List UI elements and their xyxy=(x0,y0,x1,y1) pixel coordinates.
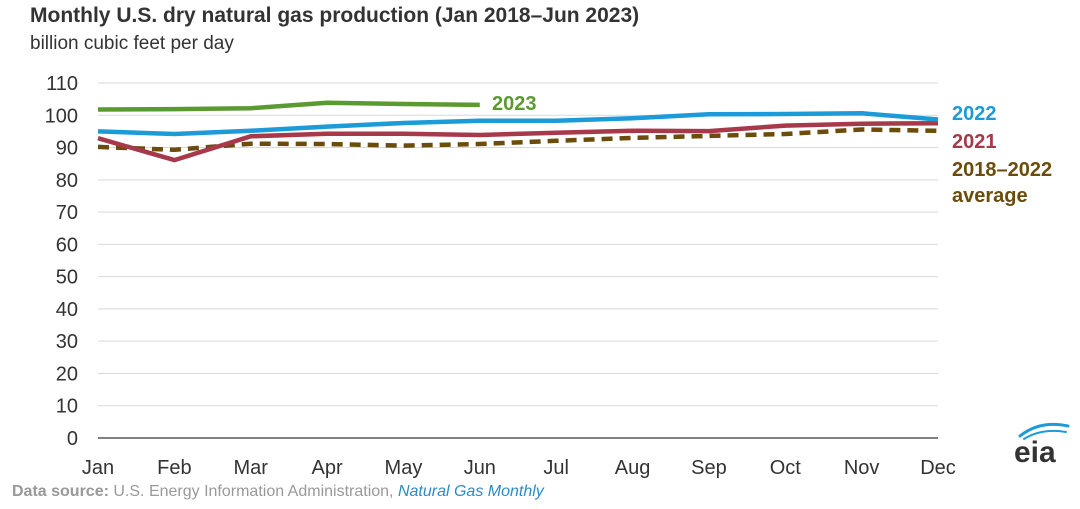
series-label-avg: 2018–2022 xyxy=(952,159,1052,181)
data-source-label: Data source: xyxy=(12,483,109,500)
x-axis-tick-labels: Jan Feb Mar Apr May Jun Jul Aug Sep Oct Nov Dec xyxy=(82,457,956,479)
chart-subtitle: billion cubic feet per day xyxy=(30,33,234,54)
series-line-avg xyxy=(97,127,939,153)
x-tick-label: Jun xyxy=(464,457,496,479)
x-tick-label: Apr xyxy=(312,457,343,479)
y-tick-label: 80 xyxy=(56,170,78,192)
svg-text:eia: eia xyxy=(1014,436,1056,466)
series-label-y2022: 2022 xyxy=(952,103,997,125)
y-tick-label: 50 xyxy=(56,267,78,289)
eia-logo-icon: eia xyxy=(1014,422,1070,466)
series-line-y2023 xyxy=(97,100,480,112)
y-axis-tick-labels: 0 10 20 30 40 50 60 70 80 90 100 110 xyxy=(45,73,78,450)
x-tick-label: Feb xyxy=(157,457,191,479)
y-tick-label: 70 xyxy=(56,202,78,224)
data-source-publication-link[interactable]: Natural Gas Monthly xyxy=(397,483,544,500)
y-tick-label: 110 xyxy=(46,73,78,95)
x-tick-label: May xyxy=(385,457,423,479)
x-tick-label: Nov xyxy=(844,457,880,479)
series-lines xyxy=(97,100,939,163)
y-tick-label: 0 xyxy=(67,428,78,450)
x-tick-label: Jul xyxy=(543,457,569,479)
y-tick-label: 90 xyxy=(56,138,78,160)
y-tick-label: 20 xyxy=(56,363,78,385)
series-label-y2021: 2021 xyxy=(952,131,997,153)
x-tick-label: Sep xyxy=(691,457,727,479)
series-line-y2021 xyxy=(97,121,939,163)
y-tick-label: 60 xyxy=(56,234,78,256)
x-tick-label: Jan xyxy=(82,457,114,479)
chart-title: Monthly U.S. dry natural gas production … xyxy=(30,4,640,27)
x-tick-label: Oct xyxy=(770,457,802,479)
y-tick-label: 30 xyxy=(56,331,78,353)
series-label-y2023: 2023 xyxy=(492,93,537,115)
data-source-text: U.S. Energy Information Administration, xyxy=(113,483,394,500)
y-tick-label: 40 xyxy=(56,299,78,321)
data-source: Data source: U.S. Energy Information Adm… xyxy=(12,483,544,501)
x-tick-label: Dec xyxy=(920,457,956,479)
series-labels: 2023 2022 2021 2018–2022 average xyxy=(492,93,1052,207)
y-tick-label: 10 xyxy=(56,396,78,418)
x-tick-label: Mar xyxy=(234,457,269,479)
x-tick-label: Aug xyxy=(615,457,651,479)
grid-lines xyxy=(98,82,938,439)
y-tick-label: 100 xyxy=(45,105,78,127)
series-label-avg: average xyxy=(952,185,1028,207)
series-line-y2022 xyxy=(97,111,939,137)
